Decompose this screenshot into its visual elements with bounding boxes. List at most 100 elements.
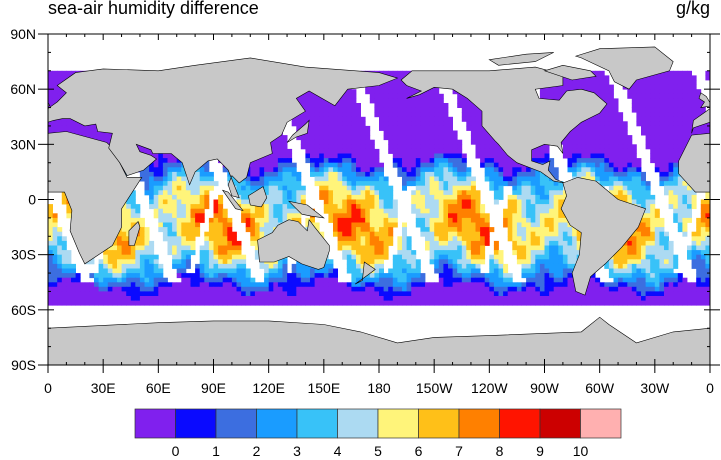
field-cell	[576, 130, 582, 136]
field-cell	[273, 171, 279, 177]
field-cell	[452, 135, 458, 141]
field-cell	[346, 98, 352, 104]
field-cell	[438, 112, 444, 118]
field-cell	[296, 199, 302, 205]
field-cell	[337, 245, 343, 251]
field-cell	[130, 217, 136, 223]
field-cell	[277, 167, 283, 173]
field-cell	[346, 227, 352, 233]
field-cell	[135, 204, 141, 210]
field-cell	[443, 185, 449, 191]
field-cell	[668, 171, 674, 177]
field-cell	[526, 254, 532, 260]
field-cell	[296, 116, 302, 122]
field-cell	[659, 176, 665, 182]
field-cell	[475, 213, 481, 219]
field-cell	[365, 254, 371, 260]
field-cell	[530, 259, 536, 265]
field-cell	[328, 204, 334, 210]
field-cell	[406, 112, 412, 118]
field-cell	[337, 162, 343, 168]
field-cell	[622, 250, 628, 256]
field-cell	[411, 254, 417, 260]
field-cell	[66, 121, 72, 127]
field-cell	[585, 135, 591, 141]
field-cell	[590, 158, 596, 164]
field-cell	[402, 130, 407, 136]
field-cell	[622, 144, 628, 150]
field-cell	[461, 190, 467, 196]
field-cell	[595, 70, 601, 76]
field-cell	[264, 158, 270, 164]
field-cell	[356, 121, 361, 127]
field-cell	[443, 162, 449, 168]
field-cell	[567, 162, 573, 168]
field-cell	[406, 162, 412, 168]
field-cell	[434, 162, 440, 168]
field-cell	[443, 240, 449, 246]
field-cell	[590, 139, 596, 145]
field-cell	[521, 208, 527, 214]
field-cell	[438, 236, 444, 242]
field-cell	[52, 121, 58, 127]
field-cell	[319, 121, 325, 127]
field-cell	[595, 148, 601, 154]
field-cell	[351, 222, 357, 228]
field-cell	[374, 84, 380, 90]
field-cell	[480, 158, 486, 164]
field-cell	[673, 148, 679, 154]
field-cell	[415, 103, 421, 108]
field-cell	[360, 121, 366, 127]
field-cell	[208, 222, 214, 228]
field-cell	[425, 190, 430, 196]
field-cell	[333, 227, 338, 233]
field-cell	[208, 176, 214, 182]
field-cell	[530, 176, 536, 182]
field-cell	[181, 231, 187, 237]
field-cell	[507, 227, 513, 233]
field-cell	[595, 162, 601, 168]
field-cell	[199, 185, 205, 191]
field-cell	[677, 227, 683, 233]
field-cell	[264, 190, 270, 196]
field-cell	[526, 181, 532, 187]
field-cell	[319, 231, 325, 237]
field-cell	[195, 204, 201, 210]
field-cell	[535, 231, 541, 237]
field-cell	[452, 194, 458, 200]
field-cell	[369, 185, 375, 191]
field-cell	[673, 199, 679, 205]
field-cell	[526, 176, 532, 182]
field-cell	[346, 93, 352, 99]
field-cell	[153, 176, 159, 182]
field-cell	[654, 98, 660, 104]
field-cell	[516, 250, 522, 256]
field-cell	[470, 204, 476, 210]
field-cell	[654, 107, 660, 113]
field-cell	[631, 240, 637, 246]
field-cell	[521, 171, 527, 177]
field-cell	[480, 231, 486, 237]
field-cell	[199, 245, 205, 251]
field-cell	[176, 254, 182, 260]
field-cell	[153, 213, 159, 219]
field-cell	[461, 158, 467, 164]
field-cell	[659, 89, 665, 95]
field-cell	[466, 240, 472, 246]
field-cell	[323, 199, 329, 205]
field-cell	[443, 222, 449, 228]
field-cell	[167, 236, 173, 242]
field-cell	[705, 208, 710, 214]
field-cell	[176, 227, 182, 233]
field-cell	[539, 204, 545, 210]
field-cell	[429, 185, 435, 191]
field-cell	[429, 144, 435, 150]
field-cell	[544, 259, 550, 265]
field-cell	[181, 245, 187, 251]
field-cell	[94, 135, 99, 141]
field-cell	[356, 162, 361, 168]
field-cell	[549, 162, 555, 168]
field-cell	[397, 89, 403, 95]
field-cell	[645, 227, 651, 233]
field-cell	[650, 240, 656, 246]
